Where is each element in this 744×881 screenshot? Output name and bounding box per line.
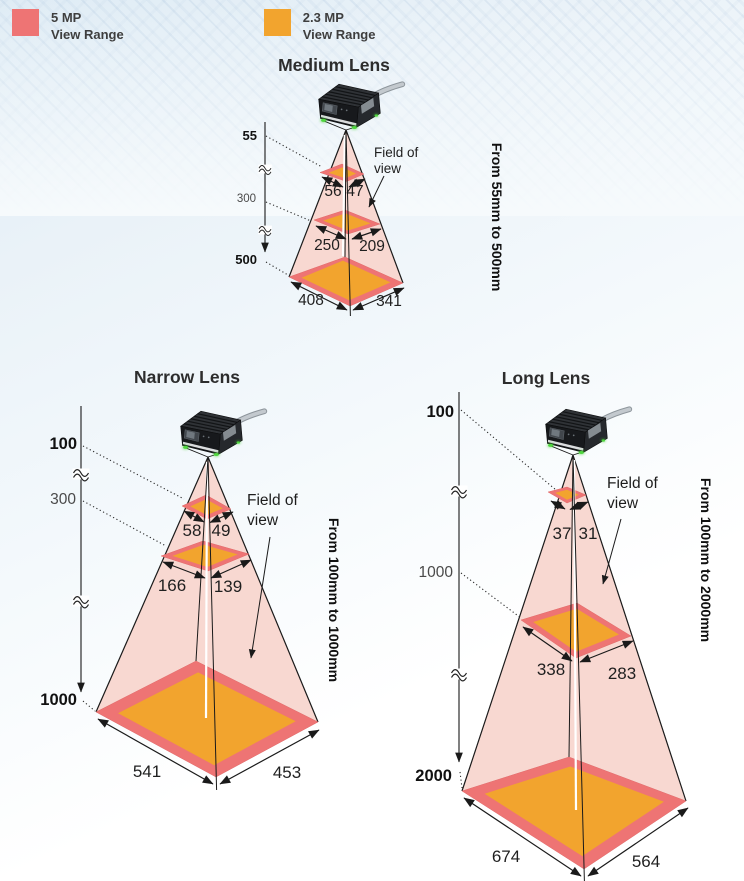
dimension-arrows-narrow: 58 49 166 139 541 453 [97,510,320,785]
axis-break [71,594,91,609]
dimension-arrows-long: 37 31 338 283 674 564 [463,500,689,877]
dim-5mp-mid: 250 [314,237,340,254]
legend-range-23: View Range [302,26,376,42]
dim-23mp-near: 31 [579,524,598,543]
camera-icon-medium [319,84,403,130]
distance-axis-narrow: 100 300 1000 [40,406,185,712]
legend-label-5mp: 5 MP View Range [51,9,124,44]
legend-mp-23: 2.3 MP [302,10,344,25]
long-lens-diagram: Long Lens [415,368,714,881]
field-of-view-callout-medium: Field of view [368,145,419,208]
axis-label: 300 [237,193,256,205]
range-label-narrow: From 100mm to 1000mm [326,518,342,682]
dim-23mp-far: 453 [273,763,301,782]
axis-break [71,467,91,482]
legend-mp-5: 5 MP [51,10,82,25]
medium-lens-diagram: Medium Lens [235,55,505,317]
dotted-leader [82,700,96,712]
legend-swatch-5mp [12,9,39,36]
axis-label: 1000 [40,691,77,709]
axis-break [257,164,273,175]
axis-break [257,225,273,236]
axis-label: 300 [50,491,76,508]
dim-5mp-far: 674 [492,847,520,866]
legend: 5 MP View Range 2.3 MP View Range [12,9,375,44]
field-of-view-label: Field of [374,145,419,160]
narrow-lens-diagram: Narrow Lens [40,367,342,791]
range-label-long: From 100mm to 2000mm [698,478,714,642]
field-of-view-label: Field of [607,475,659,492]
dotted-leader [265,135,323,168]
axis-label: 100 [49,435,77,453]
diagram-title-narrow: Narrow Lens [134,367,240,387]
legend-item-5mp: 5 MP View Range [12,9,124,44]
dimension-arrows-medium: 56 47 250 209 408 341 [290,176,405,311]
axis-break [449,484,469,499]
dim-23mp-mid: 139 [214,577,242,596]
dim-5mp-far: 541 [133,762,161,781]
axis-label: 500 [235,252,257,267]
legend-swatch-23mp [263,9,291,36]
axis-break [449,667,469,682]
dotted-leader [82,445,185,500]
dim-5mp-far: 408 [298,292,324,309]
camera-icon-narrow [181,411,265,457]
dim-23mp-far: 564 [632,852,660,871]
diagram-title-medium: Medium Lens [278,55,390,75]
dotted-leader [265,201,312,222]
dim-5mp-mid: 166 [158,576,186,595]
dotted-leader [460,409,557,491]
diagram-title-long: Long Lens [502,368,591,388]
field-of-view-label: view [247,512,279,529]
optical-axis-lines-narrow [195,456,218,791]
field-of-view-label: Field of [247,492,299,509]
axis-label: 1000 [419,564,454,581]
dim-5mp-near: 56 [324,183,341,200]
dim-23mp-mid: 283 [608,664,636,683]
legend-item-23mp: 2.3 MP View Range [263,9,376,44]
dotted-leader [82,500,167,547]
dim-5mp-near: 58 [183,521,202,540]
axis-label: 2000 [415,767,452,785]
dotted-leader [460,572,522,619]
field-of-view-callout-narrow: Field of view [247,492,299,659]
dim-5mp-mid: 338 [537,660,565,679]
field-of-view-label: view [607,495,639,512]
dim-23mp-near: 49 [212,521,231,540]
dim-23mp-far: 341 [376,293,402,310]
range-label-medium: From 55mm to 500mm [489,143,505,292]
dim-5mp-near: 37 [553,524,572,543]
distance-axis-long: 100 1000 2000 [415,392,557,789]
field-of-view-label: view [374,161,401,176]
dotted-leader [459,771,463,789]
camera-icon-long [546,409,630,455]
dotted-leader [265,261,289,276]
distance-axis-medium: 55 300 500 [235,122,323,276]
legend-label-23mp: 2.3 MP View Range [303,9,376,44]
legend-range-5: View Range [51,26,124,42]
dim-23mp-near: 47 [346,183,363,200]
field-of-view-callout-long: Field of view [601,475,659,585]
axis-label: 55 [243,128,257,143]
axis-label: 100 [426,403,454,421]
dim-23mp-mid: 209 [359,238,385,255]
view-cone-long [461,454,687,869]
